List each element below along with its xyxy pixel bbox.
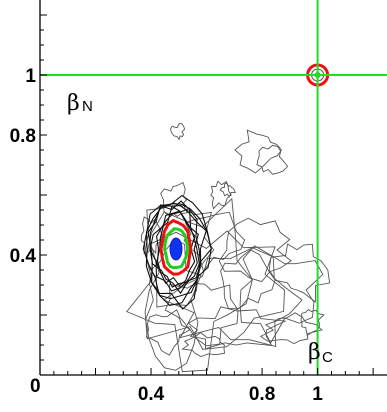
- contour-core-blue: [169, 237, 183, 261]
- reference-lines: [40, 0, 387, 375]
- contour-lines: [126, 63, 331, 373]
- contour-line-outer: [219, 182, 236, 198]
- x-tick-label: 0.4: [138, 384, 165, 405]
- x-axis-label: β C: [308, 340, 333, 366]
- y-tick-label: 1: [25, 66, 36, 87]
- x-axis-label-subscript: C: [322, 349, 333, 366]
- x-tick-label: 1: [312, 384, 323, 405]
- contour-line-outer: [239, 245, 324, 344]
- y-axis-label-subscript: N: [82, 98, 93, 115]
- y-axis-label: β N: [67, 91, 93, 116]
- contour-line-dense: [147, 204, 207, 300]
- contour-line-outer: [145, 238, 202, 371]
- contour-line-outer: [218, 217, 292, 283]
- contour-line-outer: [144, 230, 285, 350]
- contour-line-outer: [187, 306, 287, 350]
- origin-label: 0: [30, 376, 41, 397]
- contour-line-outer: [220, 249, 276, 310]
- contour-line-dense: [145, 203, 212, 310]
- minor-ticks: [40, 14, 374, 375]
- contour-line-outer: [259, 312, 323, 345]
- contour-line-outer: [268, 243, 331, 303]
- x-axis-label-symbol: β: [308, 340, 321, 365]
- contour-line-outer: [145, 309, 191, 356]
- contour-line-outer: [256, 144, 289, 175]
- y-axis-label-symbol: β: [67, 91, 80, 116]
- y-tick-label: 0.8: [10, 126, 36, 147]
- tick-labels: 0.4 0.8 1 0.4 0.8 1: [10, 66, 324, 405]
- contour-line-dense: [142, 194, 212, 306]
- contour-line-red: [159, 218, 193, 276]
- axes: [39, 0, 387, 376]
- contour-line-dense: [149, 200, 202, 292]
- contour-line-outer: [164, 283, 239, 347]
- contour-line-outer: [144, 202, 215, 308]
- x-tick-label: 0.8: [249, 384, 275, 405]
- contour-line-outer: [170, 123, 186, 141]
- y-tick-label: 0.4: [10, 246, 37, 267]
- contour-line-outer: [183, 211, 246, 273]
- contour-line-outer: [181, 332, 225, 357]
- contour-line-outer: [300, 309, 325, 337]
- contour-line-outer: [234, 129, 283, 174]
- contour-line-green: [162, 227, 190, 270]
- contour-line-outer: [210, 180, 232, 210]
